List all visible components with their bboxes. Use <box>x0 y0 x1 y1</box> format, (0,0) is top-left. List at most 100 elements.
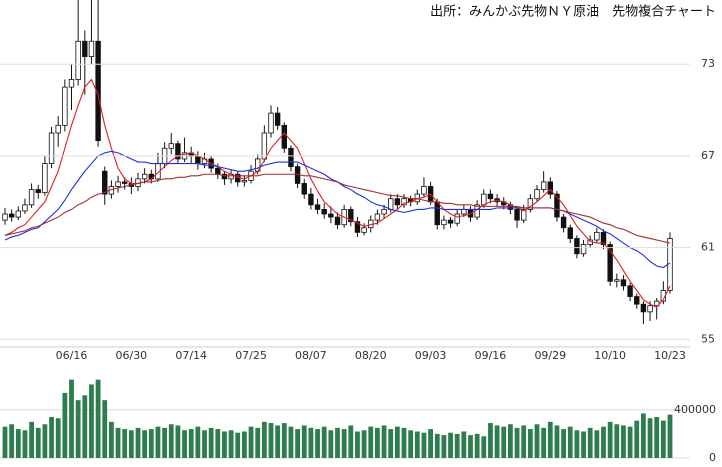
volume-bar <box>228 430 234 458</box>
volume-bar <box>321 426 327 458</box>
candle-body <box>574 238 580 255</box>
volume-bar <box>414 431 420 458</box>
y-tick-label: 61 <box>701 241 715 254</box>
x-tick-label: 07/14 <box>175 349 207 362</box>
volume-bar <box>162 427 167 458</box>
volume-bar <box>142 430 148 458</box>
y-tick-label: 55 <box>701 332 715 345</box>
candle-body <box>540 181 547 190</box>
x-tick-label: 08/20 <box>355 349 387 362</box>
candle-body <box>640 303 647 313</box>
volume-bar <box>481 436 487 458</box>
candle-body <box>481 193 487 206</box>
candle-body <box>354 221 361 233</box>
volume-bar <box>660 420 666 458</box>
volume-bar <box>627 426 633 458</box>
volume-bar <box>361 430 367 458</box>
candle-body <box>620 279 627 287</box>
volume-bar <box>607 421 613 458</box>
x-tick-label: 09/16 <box>475 349 507 362</box>
volume-bar <box>388 429 394 458</box>
volume-bar <box>654 417 660 458</box>
volume-bar <box>541 427 547 458</box>
volume-bar <box>235 432 241 458</box>
x-tick-label: 10/23 <box>654 349 686 362</box>
candle-body <box>567 227 573 239</box>
volume-bar <box>375 427 380 458</box>
candle-body <box>175 143 181 160</box>
candle-body <box>487 193 494 200</box>
axes: 55 61 67 73 06/16 06/30 07/14 07/25 08/07 08/20 09… <box>0 57 716 464</box>
volume-bar <box>474 433 480 458</box>
candle-body <box>15 210 21 218</box>
candle-body <box>68 79 75 88</box>
volume-bar <box>135 427 141 458</box>
candle-body <box>447 219 454 224</box>
volume-bar <box>75 400 81 458</box>
candle-body <box>48 132 55 164</box>
volume-bar <box>62 392 68 458</box>
volume-bar <box>255 427 261 458</box>
volume-bar <box>242 431 247 458</box>
candle-body <box>215 167 221 175</box>
volume-bar <box>261 421 267 458</box>
candle-body <box>647 305 653 313</box>
x-tick-label: 09/29 <box>534 349 566 362</box>
volume-bar <box>401 427 407 458</box>
volume-bar <box>581 431 586 458</box>
candle-body <box>361 227 367 233</box>
candle-body <box>288 147 294 168</box>
volume-bar <box>315 429 320 458</box>
volume-bar <box>368 426 374 458</box>
candle-body <box>62 86 68 126</box>
candle-body <box>122 181 128 184</box>
volume-bar <box>295 429 300 458</box>
y-tick-label: 400000 <box>674 403 716 416</box>
volume-bar <box>614 424 620 458</box>
volume-bar <box>128 430 134 458</box>
candle-body <box>35 189 41 194</box>
candle-body <box>401 198 407 206</box>
volume-bar <box>634 420 640 458</box>
volume-bar <box>35 427 41 458</box>
candle-body <box>88 40 95 57</box>
volume-bar <box>288 426 294 458</box>
candle-body <box>634 296 640 305</box>
volume-bar <box>55 418 61 458</box>
volume-bar <box>328 430 334 458</box>
volume-bar <box>281 423 287 458</box>
volume-bar <box>82 395 88 458</box>
volume-bar <box>168 424 174 458</box>
candle-body <box>8 213 15 218</box>
volume-bar <box>441 435 447 458</box>
volume-bar <box>155 426 161 458</box>
moving-average-line <box>4 78 671 308</box>
volume-bar <box>222 431 227 458</box>
volume-bar <box>188 429 194 458</box>
volume-bar <box>15 429 21 458</box>
candle-body <box>461 209 467 215</box>
volume-bar <box>29 421 34 458</box>
candle-body <box>314 204 321 210</box>
volume-bar <box>521 425 527 458</box>
candle-body <box>102 170 108 195</box>
candle-body <box>614 279 620 282</box>
volume-bar <box>148 429 154 458</box>
candle-body <box>600 231 607 245</box>
volume-bar <box>561 429 566 458</box>
candle-body <box>381 209 387 215</box>
moving-average-line <box>4 173 671 244</box>
candle-body <box>95 40 101 142</box>
volume-bar <box>601 426 606 458</box>
volume-bar <box>49 417 54 458</box>
candle-body <box>394 198 401 206</box>
volume-bar <box>514 427 520 458</box>
x-tick-label: 08/07 <box>295 349 327 362</box>
x-tick-label: 09/03 <box>415 349 447 362</box>
candle-body <box>374 213 381 221</box>
volume-bar <box>554 425 560 458</box>
x-tick-label: 06/30 <box>115 349 147 362</box>
candle-body <box>534 189 540 200</box>
volume-bar <box>102 400 108 458</box>
volume-bar <box>394 426 400 458</box>
